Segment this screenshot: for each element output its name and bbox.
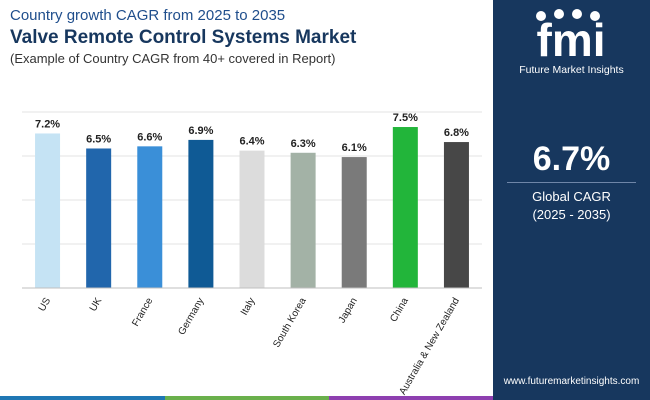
x-tick-label: Italy (239, 296, 258, 317)
x-tick-label: Australia & New Zealand (397, 296, 462, 397)
logo-dot-icon (554, 9, 564, 19)
bar (35, 133, 61, 288)
fmi-logo-mark: fmi (536, 9, 606, 66)
data-label: 6.1% (342, 142, 367, 154)
data-label: 7.5% (393, 112, 418, 124)
bar (341, 157, 367, 288)
bar (188, 139, 214, 288)
chart-title: Valve Remote Control Systems Market (10, 27, 357, 48)
data-label: 6.4% (239, 136, 264, 148)
data-label: 6.5% (86, 133, 111, 145)
bar (443, 142, 469, 288)
x-tick-label: China (388, 296, 411, 325)
bottom-bar-segment (165, 396, 329, 400)
data-label: 6.6% (137, 131, 162, 143)
bottom-bar-segment (329, 396, 493, 400)
x-tick-label: US (37, 296, 54, 314)
kpi-divider (507, 182, 636, 183)
logo-dot-icon (590, 11, 600, 21)
bottom-bar-segment (0, 396, 165, 400)
bar (392, 127, 418, 289)
data-label: 6.3% (291, 138, 316, 150)
bar (137, 146, 163, 288)
global-cagr-period: (2025 - 2035) (532, 207, 611, 222)
global-cagr-caption: Global CAGR (532, 189, 611, 204)
global-cagr-label: Global CAGR (2025 - 2035) (493, 188, 650, 224)
logo-dot-icon (536, 11, 546, 21)
website-link[interactable]: www.futuremarketinsights.com (503, 376, 640, 387)
data-label: 6.8% (444, 127, 469, 139)
bar (290, 152, 316, 288)
data-label: 7.2% (35, 118, 60, 130)
header: Country growth CAGR from 2025 to 2035 Va… (10, 6, 480, 68)
x-tick-label: Germany (176, 296, 206, 337)
x-tick-label: Japan (337, 296, 360, 325)
bar (86, 148, 112, 288)
sidebar-panel: fmi Future Market Insights 6.7% Global C… (493, 0, 650, 400)
bar-chart: 7.2% US 6.5% UK 6.6% France 6.9% Germany 6.4% Ita… (22, 111, 482, 397)
logo-text: Future Market Insights (519, 64, 624, 76)
fmi-logo: fmi Future Market Insights (493, 6, 650, 76)
x-tick-label: UK (88, 296, 105, 314)
chart-eyebrow: Country growth CAGR from 2025 to 2035 (10, 7, 286, 24)
chart-subtitle: (Example of Country CAGR from 40+ covere… (10, 51, 336, 66)
x-tick-label: France (130, 296, 155, 329)
logo-dot-icon (572, 9, 582, 19)
fmi-logo-letters: fmi (537, 14, 606, 64)
bar (239, 150, 265, 288)
x-tick-label: South Korea (271, 296, 309, 350)
data-label: 6.9% (188, 125, 213, 137)
global-cagr-value: 6.7% (532, 140, 611, 178)
